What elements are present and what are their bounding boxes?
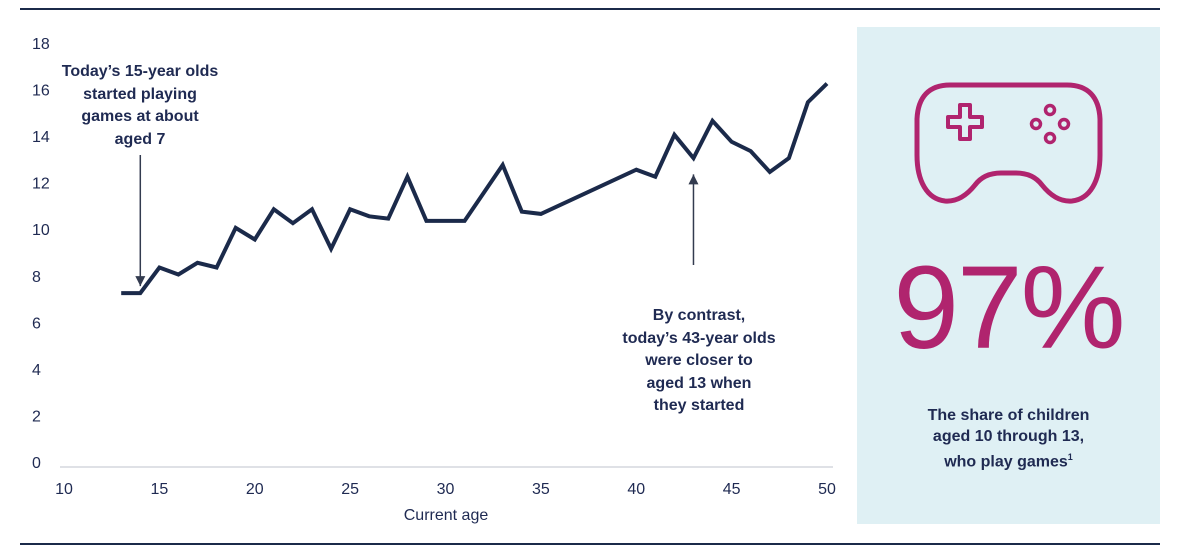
gamepad-icon: [914, 82, 1103, 204]
stat-description-line: who play games1: [857, 447, 1160, 472]
series-line-group: [121, 82, 829, 296]
big-stat-value: 97%: [893, 242, 1125, 374]
stat-panel: 97% The share of children aged 10 throug…: [857, 27, 1160, 524]
x-axis-label: Current age: [404, 507, 489, 524]
bottom-rule: [20, 543, 1160, 545]
x-tick-label: 10: [55, 481, 73, 498]
annotation-line: Today’s 15-year olds: [61, 63, 219, 80]
x-tick-label: 30: [437, 481, 455, 498]
y-tick-label: 4: [32, 362, 41, 379]
line-chart: 0 2 4 6 8 10 12 14 16 18 10 15 20 25 30 35 40 45 50 Curre…: [32, 36, 836, 524]
annotation-15-year-olds: Today’s 15-year olds started playing gam…: [40, 61, 240, 151]
annotation-line: were closer to: [645, 352, 753, 369]
y-tick-label: 6: [32, 315, 41, 332]
annotation-arrow-head: [688, 174, 699, 185]
footnote-marker: 1: [1067, 452, 1073, 462]
annotation-line: games at about: [81, 108, 199, 125]
y-tick-label: 2: [32, 408, 41, 425]
annotation-arrow-head: [135, 276, 146, 287]
y-tick-label: 0: [32, 455, 41, 472]
x-tick-label: 45: [723, 481, 741, 498]
stat-description-text: who play games: [944, 453, 1068, 471]
series-line: [121, 82, 829, 296]
stat-description-line: The share of children: [927, 407, 1090, 424]
y-tick-label: 8: [32, 269, 41, 286]
x-axis-ticks: 10 15 20 25 30 35 40 45 50: [55, 481, 836, 498]
x-tick-label: 35: [532, 481, 550, 498]
annotation-line: aged 7: [114, 130, 166, 148]
annotation-arrows: [135, 155, 699, 287]
annotation-line: aged 13 when: [646, 374, 752, 392]
y-tick-label: 12: [32, 176, 50, 193]
y-axis-ticks: 0 2 4 6 8 10 12 14 16 18: [32, 36, 50, 472]
top-rule: [20, 8, 1160, 10]
annotation-43-year-olds: By contrast, today’s 43-year olds were c…: [590, 305, 808, 418]
y-tick-label: 14: [32, 129, 50, 146]
y-tick-label: 16: [32, 83, 50, 100]
annotation-line: they started: [653, 397, 745, 414]
y-tick-label: 10: [32, 222, 50, 239]
y-tick-label: 18: [32, 36, 50, 53]
stat-description-line: aged 10 through 13,: [932, 428, 1085, 445]
x-tick-label: 25: [341, 481, 359, 498]
x-tick-label: 50: [818, 481, 836, 498]
stat-description: The share of children aged 10 through 13…: [857, 405, 1160, 472]
x-tick-label: 15: [150, 481, 168, 498]
annotation-line: today’s 43-year olds: [622, 329, 776, 347]
x-tick-label: 20: [246, 481, 264, 498]
annotation-line: started playing: [83, 85, 197, 103]
annotation-line: By contrast,: [652, 307, 746, 324]
x-tick-label: 40: [627, 481, 645, 498]
